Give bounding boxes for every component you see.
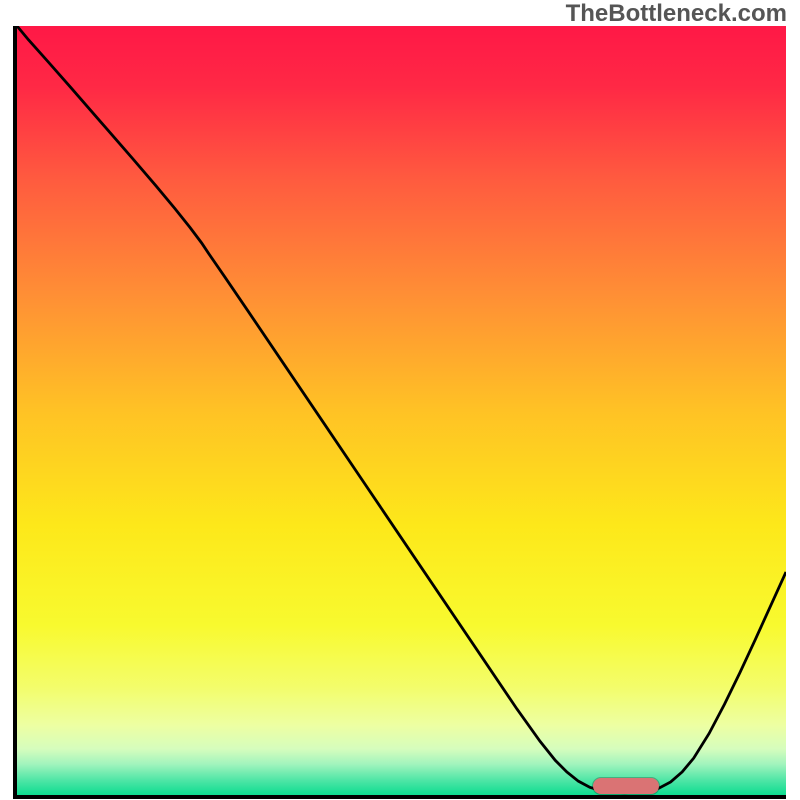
bottleneck-curve xyxy=(17,26,786,795)
optimum-marker xyxy=(593,778,659,793)
watermark-text: TheBottleneck.com xyxy=(566,0,787,28)
chart-root: { "watermark": { "text": "TheBottleneck.… xyxy=(0,0,800,800)
plot-area xyxy=(13,26,786,799)
curve-path xyxy=(17,26,786,793)
